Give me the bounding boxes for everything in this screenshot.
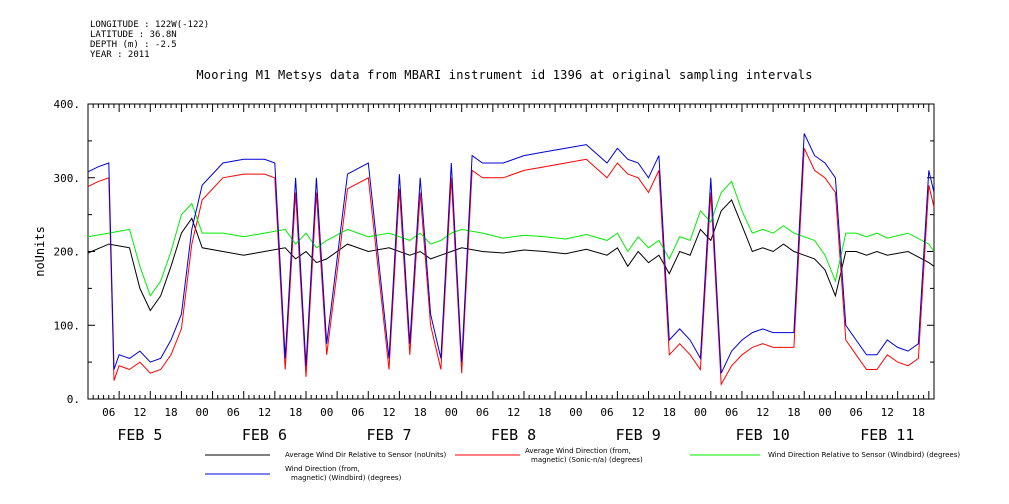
x-tick-label: 06: [102, 406, 115, 419]
y-tick-label: 400.: [54, 98, 81, 111]
x-tick-label: 18: [289, 406, 302, 419]
date-label: FEB 9: [616, 426, 661, 444]
metadata-block: LONGITUDE : 122W(-122) LATITUDE : 36.8N …: [90, 20, 209, 60]
x-tick-label: 18: [787, 406, 800, 419]
x-tick-label: 06: [227, 406, 240, 419]
legend-label-line: Average Wind Dir Relative to Sensor (noU…: [285, 451, 446, 459]
x-tick-label: 12: [507, 406, 520, 419]
x-tick-label: 18: [164, 406, 177, 419]
x-tick-label: 00: [694, 406, 707, 419]
y-tick-label: 200.: [54, 246, 81, 259]
series-line-0: [87, 198, 935, 312]
series-line-2: [87, 180, 935, 297]
series-line-1: [87, 148, 935, 387]
chart-title: Mooring M1 Metsys data from MBARI instru…: [196, 68, 813, 82]
x-tick-label: 00: [320, 406, 333, 419]
date-label: FEB 6: [242, 426, 287, 444]
x-tick-label: 00: [445, 406, 458, 419]
legend-label-line: magnetic) (Windbird) (degrees): [291, 474, 402, 482]
y-axis-label: noUnits: [33, 226, 47, 277]
x-tick-label: 06: [351, 406, 364, 419]
x-tick-label: 06: [725, 406, 738, 419]
legend-label: Wind Direction (from, magnetic) (Windbird…: [285, 465, 402, 482]
legend-label-line: Average Wind Direction (from,: [525, 447, 631, 455]
x-tick-marks: [87, 104, 935, 399]
x-tick-label: 12: [258, 406, 271, 419]
x-tick-label: 06: [476, 406, 489, 419]
year-text: YEAR : 2011: [90, 50, 150, 60]
x-tick-label: 18: [538, 406, 551, 419]
x-tick-label: 18: [414, 406, 427, 419]
x-tick-label: 18: [912, 406, 925, 419]
x-tick-label: 12: [133, 406, 146, 419]
x-tick-label: 12: [756, 406, 769, 419]
date-label: FEB 5: [117, 426, 162, 444]
series-line-3: [87, 133, 935, 374]
legend-label-line: magnetic) (Sonic-n/a) (degrees): [531, 456, 643, 464]
date-labels: FEB 5 FEB 6 FEB 7 FEB 8 FEB 9 FEB 10 FEB 11: [117, 426, 914, 444]
x-tick-label: 00: [818, 406, 831, 419]
y-tick-label: 100.: [54, 319, 81, 332]
date-label: FEB 7: [366, 426, 411, 444]
x-tick-label: 00: [569, 406, 582, 419]
date-label: FEB 8: [491, 426, 536, 444]
legend-label: Wind Direction Relative to Sensor (Windb…: [768, 451, 960, 459]
longitude-text: LONGITUDE : 122W(-122): [90, 20, 210, 30]
x-tick-label: 12: [382, 406, 395, 419]
legend-label-line: Wind Direction (from,: [285, 465, 360, 473]
date-label: FEB 10: [736, 426, 790, 444]
legend: Average Wind Dir Relative to Sensor (noU…: [205, 447, 960, 482]
series-lines: [87, 133, 935, 387]
legend-label-line: Wind Direction Relative to Sensor (Windb…: [768, 451, 960, 459]
x-tick-label: 06: [850, 406, 863, 419]
depth-text: DEPTH (m) : -2.5: [90, 40, 177, 50]
y-ticks: 0. 100. 200. 300. 400.: [54, 98, 934, 406]
legend-label: Average Wind Direction (from, magnetic) (…: [525, 447, 643, 464]
y-tick-label: 0.: [67, 393, 80, 406]
x-tick-label: 12: [632, 406, 645, 419]
x-tick-label: 12: [881, 406, 894, 419]
x-tick-labels: 06 12 18 00 06 12 18 00 06 12 18 00 06 12 18 00 06 12 18 00…: [102, 406, 925, 419]
x-tick-label: 00: [196, 406, 209, 419]
x-tick-label: 18: [663, 406, 676, 419]
x-tick-label: 06: [600, 406, 613, 419]
y-tick-label: 300.: [54, 172, 81, 185]
legend-label: Average Wind Dir Relative to Sensor (noU…: [285, 451, 446, 459]
latitude-text: LATITUDE : 36.8N: [90, 30, 177, 40]
date-label: FEB 11: [860, 426, 914, 444]
